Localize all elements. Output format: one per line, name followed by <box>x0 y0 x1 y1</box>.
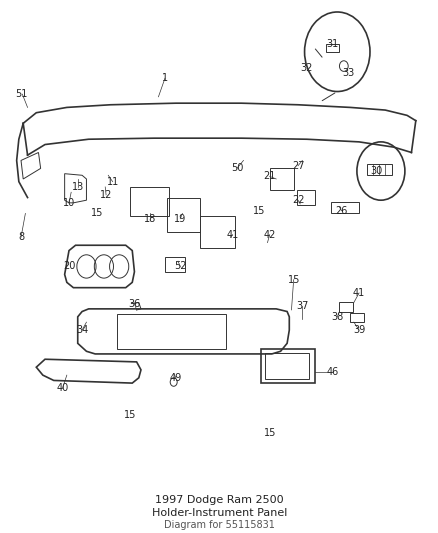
Text: 1: 1 <box>162 73 168 83</box>
Text: 36: 36 <box>128 298 140 309</box>
Text: 27: 27 <box>291 161 304 171</box>
Text: 26: 26 <box>335 206 347 216</box>
Text: 12: 12 <box>100 190 112 200</box>
Text: 13: 13 <box>71 182 84 192</box>
Bar <box>350 312 364 322</box>
Bar <box>117 314 226 349</box>
Text: 39: 39 <box>352 325 364 335</box>
Text: 42: 42 <box>263 230 275 240</box>
Text: 11: 11 <box>106 176 119 187</box>
Text: 38: 38 <box>330 312 343 322</box>
Bar <box>130 187 169 216</box>
Bar <box>330 202 358 213</box>
Text: 31: 31 <box>326 39 338 49</box>
Text: 41: 41 <box>352 288 364 298</box>
Bar <box>260 349 315 383</box>
Bar <box>269 168 293 190</box>
Bar <box>199 216 234 248</box>
Bar <box>325 44 338 52</box>
Text: 32: 32 <box>300 63 312 72</box>
Text: 51: 51 <box>15 89 27 99</box>
Text: 40: 40 <box>56 383 68 393</box>
Text: 1997 Dodge Ram 2500: 1997 Dodge Ram 2500 <box>155 495 283 505</box>
Text: 20: 20 <box>63 262 75 271</box>
Text: 15: 15 <box>263 429 275 439</box>
Bar <box>339 302 353 311</box>
Bar <box>165 257 184 272</box>
Text: Diagram for 55115831: Diagram for 55115831 <box>164 520 274 530</box>
Bar <box>297 190 314 206</box>
Text: 46: 46 <box>326 367 338 377</box>
Text: 41: 41 <box>226 230 238 240</box>
Text: 22: 22 <box>291 195 304 205</box>
Text: 49: 49 <box>170 373 182 383</box>
Text: 30: 30 <box>370 166 382 176</box>
Text: 21: 21 <box>263 171 275 181</box>
Text: 15: 15 <box>124 410 136 420</box>
Text: 15: 15 <box>252 206 265 216</box>
Text: 37: 37 <box>296 301 308 311</box>
Bar <box>265 353 308 379</box>
Text: Holder-Instrument Panel: Holder-Instrument Panel <box>152 508 286 518</box>
Bar <box>366 164 391 175</box>
Text: 15: 15 <box>287 274 299 285</box>
Text: 19: 19 <box>174 214 186 224</box>
Text: 52: 52 <box>173 262 186 271</box>
Text: 10: 10 <box>63 198 75 208</box>
Bar <box>167 198 199 232</box>
Text: 34: 34 <box>76 325 88 335</box>
Text: 33: 33 <box>341 68 353 78</box>
Text: 15: 15 <box>91 208 103 219</box>
Text: 18: 18 <box>143 214 155 224</box>
Text: 8: 8 <box>18 232 24 243</box>
Text: 50: 50 <box>230 164 243 173</box>
